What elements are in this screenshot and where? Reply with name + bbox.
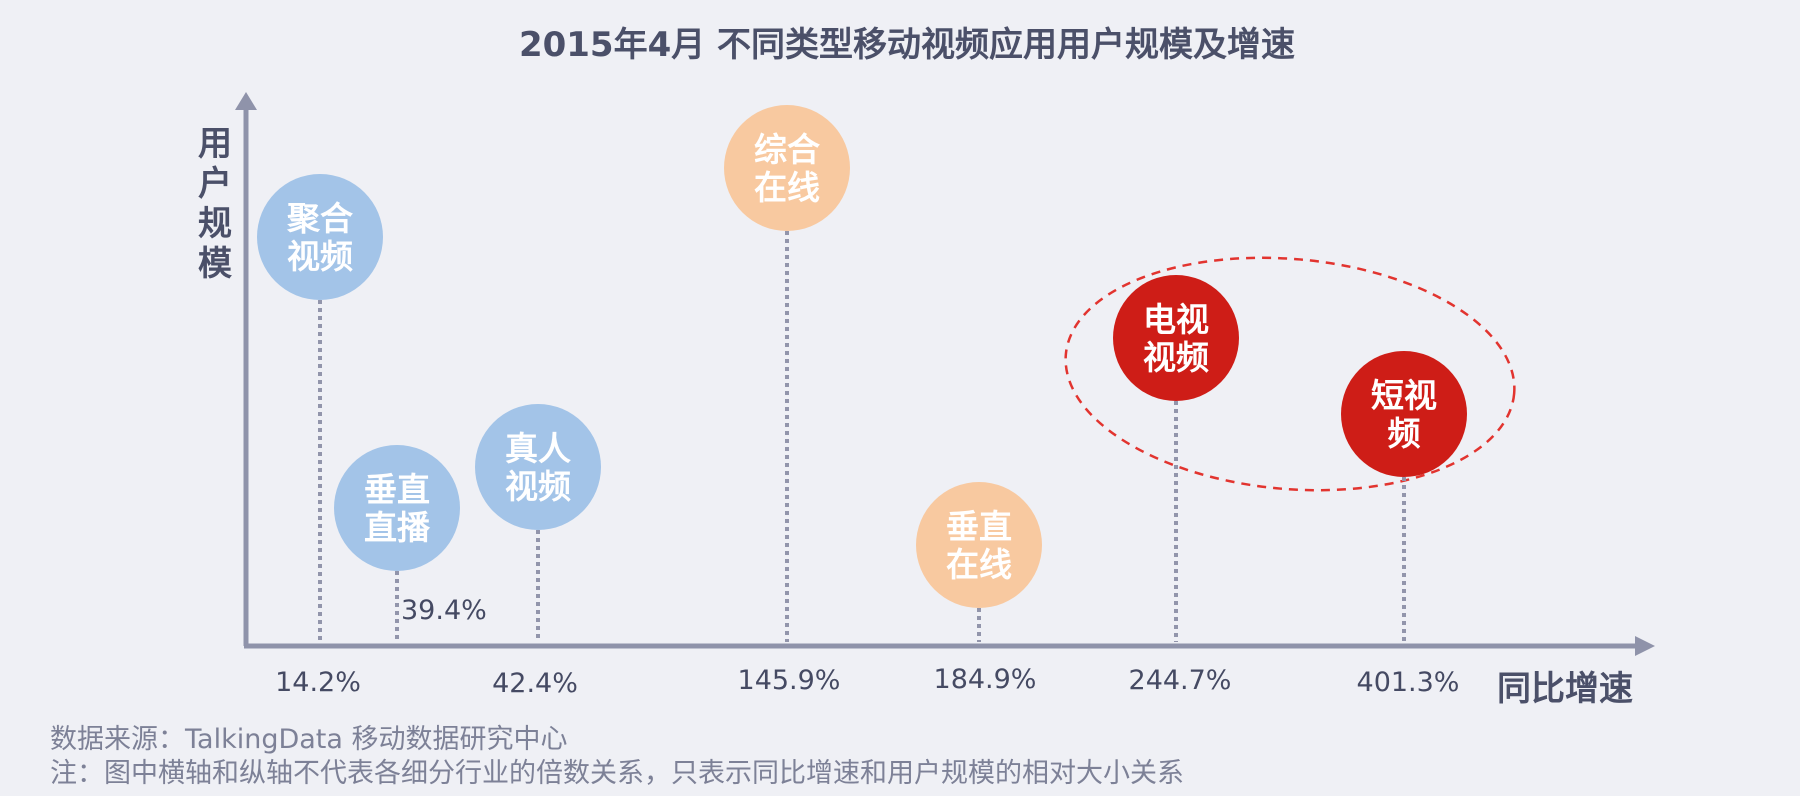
bubble-综合在线 bbox=[724, 105, 850, 231]
bubble-短视频 bbox=[1341, 351, 1467, 477]
x-tick-labels: 14.2% 39.4% 42.4% 145.9% 184.9% 244.7% 401.3% bbox=[275, 595, 1459, 699]
data-source-note: 数据来源：TalkingData 移动数据研究中心 bbox=[50, 724, 568, 755]
stems-layer bbox=[318, 231, 1406, 642]
footnote: 注：图中横轴和纵轴不代表各细分行业的倍数关系，只表示同比增速和用户规模的相对大小… bbox=[50, 758, 1184, 789]
x-tick-label: 184.9% bbox=[934, 664, 1037, 695]
bubble-label-聚合视频: 聚合视频 bbox=[286, 199, 353, 276]
x-tick-label: 401.3% bbox=[1357, 667, 1460, 698]
bubble-label-真人视频: 真人视频 bbox=[505, 429, 571, 506]
chart-title: 2015年4月 不同类型移动视频应用用户规模及增速 bbox=[519, 25, 1295, 65]
bubble-电视视频 bbox=[1113, 275, 1239, 401]
x-tick-label: 39.4% bbox=[401, 595, 487, 626]
x-tick-label: 145.9% bbox=[738, 665, 841, 696]
bubble-label-电视视频: 电视视频 bbox=[1143, 300, 1209, 377]
x-tick-label: 14.2% bbox=[275, 667, 361, 698]
chart-axes bbox=[235, 92, 1655, 656]
y-axis-arrow bbox=[235, 92, 257, 110]
y-axis-label: 用户规模 bbox=[198, 124, 232, 284]
bubble-label-短视频: 短视频 bbox=[1371, 376, 1437, 453]
bubble-label-综合在线: 综合在线 bbox=[754, 130, 820, 207]
bubble-垂直在线 bbox=[916, 482, 1042, 608]
bubble-聚合视频 bbox=[257, 174, 383, 300]
x-tick-label: 244.7% bbox=[1129, 665, 1232, 696]
bubble-label-垂直在线: 垂直在线 bbox=[946, 507, 1012, 584]
x-tick-label: 42.4% bbox=[492, 668, 578, 699]
bubble-垂直直播 bbox=[334, 445, 460, 571]
highlight-ellipse bbox=[1064, 256, 1516, 492]
x-axis-label: 同比增速 bbox=[1497, 669, 1633, 709]
bubble-label-垂直直播: 垂直直播 bbox=[364, 470, 431, 547]
x-axis-arrow bbox=[1635, 636, 1655, 656]
bubble-真人视频 bbox=[475, 404, 601, 530]
